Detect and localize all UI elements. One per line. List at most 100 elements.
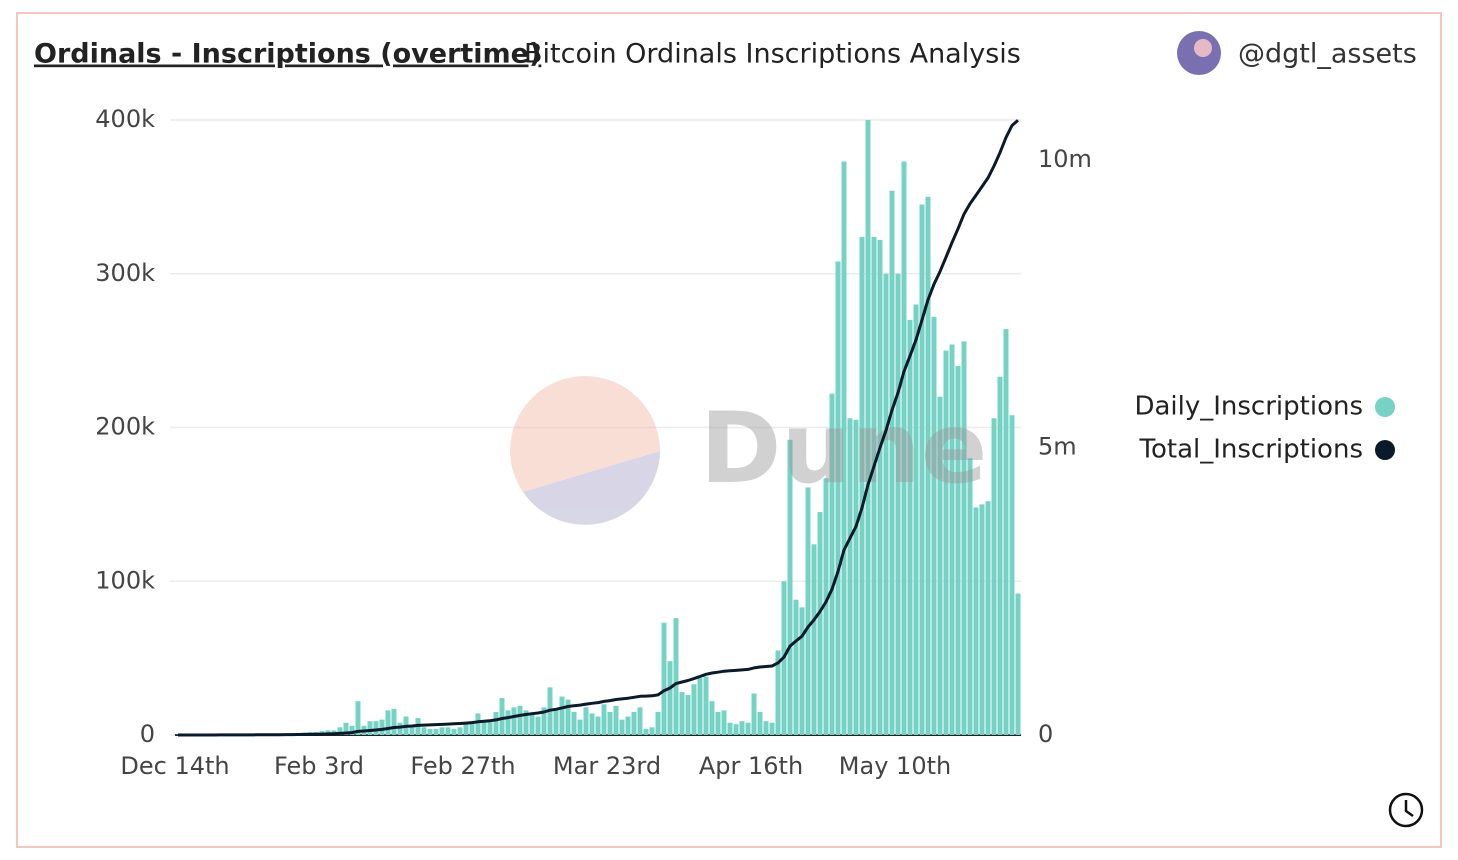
bar xyxy=(925,196,931,735)
y-tick-label: 300k xyxy=(95,259,155,287)
bar xyxy=(397,722,403,735)
x-tick-label: Feb 27th xyxy=(410,752,515,780)
bar xyxy=(469,721,475,735)
bar xyxy=(859,236,865,735)
bar xyxy=(823,478,829,735)
bar xyxy=(367,721,373,735)
bar xyxy=(349,725,355,735)
bar xyxy=(751,693,757,735)
bar xyxy=(901,161,907,735)
line xyxy=(178,119,1019,737)
bar xyxy=(877,239,883,736)
bar xyxy=(1009,415,1015,735)
bar xyxy=(655,711,661,735)
y-tick-label: 100k xyxy=(95,566,155,594)
bar xyxy=(487,721,493,735)
bar xyxy=(889,190,895,736)
bar xyxy=(883,273,889,735)
bar xyxy=(589,713,595,735)
bar xyxy=(679,691,685,735)
y2-tick-label: 5m xyxy=(1038,433,1077,461)
bar xyxy=(559,696,565,735)
bar xyxy=(793,599,799,735)
bar xyxy=(355,701,361,735)
bar xyxy=(625,716,631,735)
bar xyxy=(385,710,391,735)
y2-tick-label: 0 xyxy=(1038,720,1053,748)
bar xyxy=(373,721,379,735)
bar xyxy=(379,719,385,735)
bar xyxy=(535,716,541,735)
bar xyxy=(643,728,649,735)
bar xyxy=(451,728,457,735)
bar xyxy=(733,724,739,735)
bar xyxy=(835,261,841,735)
bar xyxy=(967,458,973,735)
x-tick-label: Apr 16th xyxy=(699,752,803,780)
chart-title[interactable]: Ordinals - Inscriptions (overtime) xyxy=(34,39,541,70)
bar xyxy=(709,701,715,735)
watermark-logo-top xyxy=(510,376,660,492)
bar xyxy=(757,711,763,735)
bar xyxy=(697,678,703,735)
bar xyxy=(811,544,817,735)
clock-face xyxy=(1388,792,1424,828)
bar xyxy=(985,501,991,735)
legend-label: Total_Inscriptions xyxy=(1139,435,1363,465)
bar xyxy=(769,722,775,735)
bar xyxy=(667,661,673,735)
bar xyxy=(481,721,487,735)
bar xyxy=(529,713,535,735)
legend-swatch xyxy=(1375,397,1395,417)
legend-swatch xyxy=(1375,440,1395,460)
bar xyxy=(433,728,439,735)
bar xyxy=(391,708,397,735)
bar xyxy=(595,716,601,735)
bar xyxy=(445,727,451,735)
watermark-logo-bottom xyxy=(523,451,660,525)
bar xyxy=(895,273,901,735)
bar xyxy=(799,607,805,735)
bar xyxy=(649,727,655,735)
bar xyxy=(475,713,481,735)
bar xyxy=(631,711,637,735)
bar xyxy=(787,439,793,735)
bar xyxy=(583,707,589,735)
bar xyxy=(775,650,781,735)
bar xyxy=(997,376,1003,735)
bar xyxy=(607,711,613,735)
clock-icon[interactable] xyxy=(1388,792,1424,828)
y2-tick-label: 10m xyxy=(1038,145,1092,173)
watermark-text: Dune xyxy=(700,392,987,506)
bar xyxy=(511,707,517,735)
bar xyxy=(601,704,607,735)
bar xyxy=(1015,593,1021,735)
bar xyxy=(949,344,955,735)
bar xyxy=(421,727,427,735)
y-tick-label: 0 xyxy=(140,720,155,748)
bar xyxy=(571,711,577,735)
y-tick-label: 200k xyxy=(95,413,155,441)
x-tick-label: Feb 3rd xyxy=(274,752,364,780)
bar xyxy=(577,719,583,735)
bar xyxy=(1003,329,1009,735)
author[interactable]: @dgtl_assets xyxy=(1238,39,1417,70)
bar xyxy=(715,711,721,735)
bar xyxy=(871,236,877,735)
bar xyxy=(841,161,847,735)
bar xyxy=(817,512,823,735)
bar xyxy=(337,727,343,735)
bar xyxy=(505,710,511,735)
bar xyxy=(805,487,811,735)
avatar-face xyxy=(1194,39,1212,57)
bar xyxy=(979,504,985,735)
bar xyxy=(955,366,961,735)
bar xyxy=(613,705,619,735)
bar xyxy=(943,350,949,735)
bar xyxy=(847,418,853,735)
bar xyxy=(541,707,547,735)
x-tick-label: Dec 14th xyxy=(120,752,229,780)
bar xyxy=(409,725,415,735)
bar xyxy=(739,721,745,735)
